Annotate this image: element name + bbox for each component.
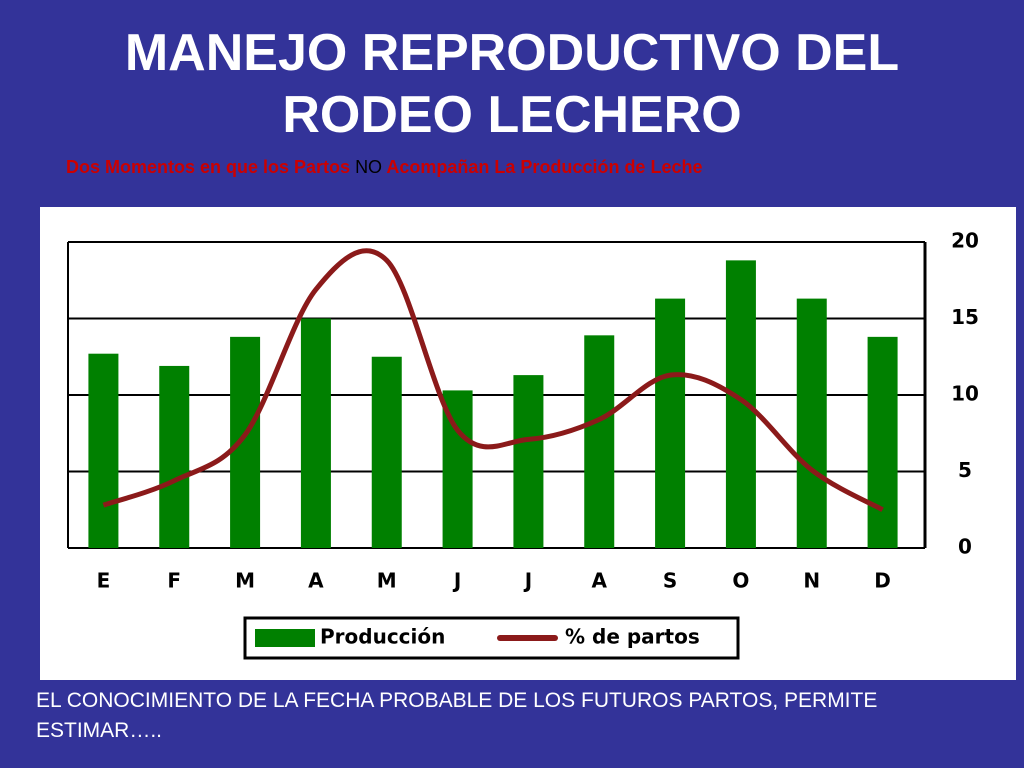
x-tick-label: A	[308, 569, 324, 593]
subtitle-text: Dos Momentos en que los Partos	[66, 157, 351, 177]
bar	[300, 318, 331, 548]
y-tick-label: 0	[958, 535, 972, 559]
y-tick-label: 15	[951, 305, 979, 329]
bar	[584, 335, 615, 548]
x-tick-label: S	[663, 569, 677, 593]
x-tick-label: M	[377, 569, 397, 593]
bar	[867, 336, 898, 548]
x-tick-label: D	[874, 569, 891, 593]
x-tick-label: E	[97, 569, 111, 593]
bar	[159, 365, 190, 548]
bar	[88, 353, 119, 548]
line	[102, 248, 884, 512]
subtitle-emphasis: NO	[355, 157, 383, 177]
subtitle: Dos Momentos en que los Partos NO Acompa…	[66, 153, 866, 181]
bar	[725, 260, 756, 548]
legend-label: Producción	[320, 625, 445, 649]
slide-title: MANEJO REPRODUCTIVO DEL RODEO LECHERO	[124, 24, 900, 144]
bar	[371, 356, 402, 548]
bar	[655, 298, 686, 548]
footer: EL CONOCIMIENTO DE LA FECHA PROBABLE DE …	[36, 689, 878, 742]
x-tick-label: A	[592, 569, 608, 593]
x-tick-label: M	[235, 569, 255, 593]
x-tick-label: O	[732, 569, 749, 593]
x-tick-label: N	[803, 569, 820, 593]
bar	[513, 375, 544, 548]
x-tick-label: F	[167, 569, 181, 593]
legend-label: % de partos	[565, 625, 700, 649]
y-tick-label: 10	[951, 382, 979, 406]
legend-swatch	[255, 629, 315, 647]
legend-box	[243, 616, 740, 660]
bar	[230, 336, 261, 548]
chart: 0 5 10 15 20 E F M A M J J A S O N D Producción % de parto…	[40, 207, 1016, 680]
x-tick-label: J	[452, 569, 461, 593]
y-tick-label: 5	[958, 458, 972, 482]
bar	[796, 298, 827, 548]
subtitle-text: Acompañan La Producción de Leche	[386, 157, 703, 177]
y-tick-label: 20	[951, 229, 979, 253]
x-tick-label: J	[523, 569, 532, 593]
